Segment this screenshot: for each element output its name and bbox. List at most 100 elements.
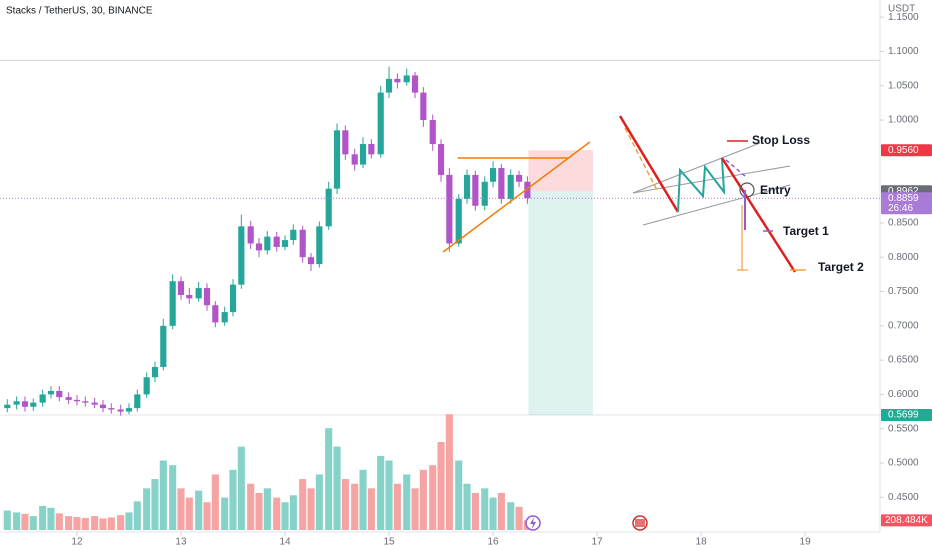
volume-bar [29, 516, 37, 530]
candle-body [333, 130, 341, 189]
candle-body [498, 168, 505, 199]
volume-bar [21, 513, 29, 530]
candle-body [13, 401, 20, 405]
candle-body [377, 92, 384, 155]
candle-body [437, 144, 445, 175]
volume-bar [255, 492, 263, 530]
volume-bar [497, 492, 505, 530]
volume-bar [325, 428, 333, 530]
volume-bar [403, 474, 411, 530]
volume-bar [333, 446, 341, 530]
volume-bar [341, 479, 349, 530]
candle-body [160, 325, 167, 367]
volume-bar [13, 512, 21, 530]
annotation: Target 1 [783, 224, 829, 238]
volume-bar [351, 483, 359, 530]
volume-bar [3, 510, 11, 530]
candle-body [515, 174, 523, 182]
event-icon-glyph [530, 517, 536, 529]
entry-circle [739, 182, 755, 198]
candle-body [307, 257, 315, 265]
candle-body [489, 168, 497, 182]
y-tick-label: 0.4500 [888, 492, 919, 503]
candle-body [351, 154, 358, 165]
volume-bar [437, 442, 445, 530]
y-tick-label: 1.1500 [888, 12, 919, 23]
candle-body [151, 366, 159, 378]
y-tick-label: 0.8500 [888, 218, 919, 229]
candle-body [134, 394, 141, 409]
volume-bar [203, 502, 211, 530]
y-tick-label: 0.6000 [888, 389, 919, 400]
red-leg [618, 115, 680, 213]
candle-body [463, 174, 471, 199]
volume-bar [507, 502, 515, 530]
y-tick-label: 0.7000 [888, 320, 919, 331]
currency-label: USDT [888, 4, 915, 15]
candle-body [169, 281, 176, 326]
annotation: Entry [760, 183, 791, 197]
zigzag [677, 157, 726, 213]
volume-bar [385, 460, 393, 530]
volume-bar [107, 517, 115, 530]
volume-tag-label: 208.484K [885, 515, 928, 526]
position-risk [528, 150, 593, 192]
candle-body [507, 174, 514, 199]
candle-body [472, 174, 479, 206]
x-tick-label: 15 [383, 537, 395, 548]
volume-tag [881, 514, 932, 527]
volume-bar [143, 488, 151, 530]
volume-bar [133, 501, 141, 530]
candle-body [524, 181, 531, 199]
marks [0, 59, 880, 530]
countdown-label: 26:46 [888, 203, 913, 214]
y-tick-label: 0.7500 [888, 286, 919, 297]
candle-body [195, 288, 202, 299]
volume-bar [55, 513, 63, 530]
annotation: Target 2 [818, 260, 864, 274]
candle-body [143, 377, 150, 395]
volume-bar [151, 479, 159, 530]
volume-bar [47, 507, 55, 530]
red-leg [720, 157, 797, 273]
channel-line [632, 142, 761, 194]
candle-body [299, 229, 306, 258]
volume-bar [195, 490, 203, 530]
candle-body [221, 312, 228, 323]
volume-bar [471, 492, 479, 530]
volume-bar [489, 497, 497, 530]
volume-bar [299, 479, 307, 530]
volume-bar [307, 488, 315, 530]
candle-body [325, 188, 332, 227]
candle-body [177, 281, 185, 295]
candle-body [255, 243, 263, 251]
volume-bar [65, 516, 73, 530]
flag-icon-glyph [635, 519, 645, 527]
price-tag-label: 0.8962 [888, 186, 919, 197]
price-tag [881, 144, 932, 157]
candle-body [247, 226, 254, 244]
candle-body [212, 305, 219, 323]
volume-bar [377, 455, 385, 530]
candle-body [342, 130, 349, 155]
candle-body [403, 75, 410, 83]
x-tick-label: 16 [487, 537, 499, 548]
volume-bar [393, 483, 401, 530]
volume-bar [481, 488, 489, 530]
volume-bar [411, 488, 419, 530]
volume-bar [39, 505, 47, 530]
price-tag [881, 409, 932, 422]
candle-body [125, 408, 133, 412]
candle-body [4, 404, 11, 409]
volume-bar [289, 495, 297, 530]
trend-line [442, 141, 591, 253]
candle-body [47, 390, 55, 395]
volume-bar [419, 469, 427, 530]
candle-body [394, 78, 401, 83]
candle-body [203, 288, 211, 306]
volume-bar [429, 465, 437, 530]
candle-body [316, 226, 323, 265]
price-tag-label: 0.9560 [888, 145, 919, 156]
